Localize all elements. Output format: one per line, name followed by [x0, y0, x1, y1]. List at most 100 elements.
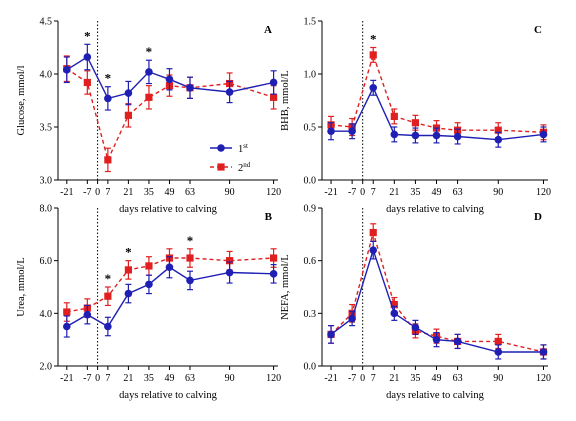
x-tick-label: -7: [83, 187, 91, 198]
x-tick-label: 0: [360, 373, 365, 384]
x-tick-label: 49: [164, 187, 174, 198]
data-point: [453, 337, 462, 346]
data-point: [411, 119, 420, 127]
x-tick-label: 7: [371, 373, 376, 384]
data-point: [63, 65, 71, 74]
x-tick-label: -7: [348, 373, 356, 384]
significance-star: *: [146, 44, 153, 59]
panel-letter: A: [264, 24, 272, 36]
data-point: [369, 51, 377, 59]
data-point: [269, 78, 278, 87]
x-tick-label: -7: [348, 187, 356, 198]
panel-a: 3.0 3.5 4.0 4.5 -21 -7 0 7 21 35 49 63 90 120 days rel…: [16, 17, 281, 216]
series-1st: [327, 79, 548, 148]
x-tick-label: 120: [536, 373, 551, 384]
y-tick-label: 1.5: [304, 17, 317, 28]
data-point: [225, 88, 234, 96]
x-tick-label: 49: [432, 187, 442, 198]
data-point: [539, 130, 548, 139]
x-tick-label: 35: [410, 187, 420, 198]
data-point: [145, 93, 153, 101]
data-point: [270, 93, 278, 101]
data-point: [453, 132, 462, 141]
panel-letter: B: [265, 211, 273, 223]
y-tick-label: 4.0: [40, 70, 53, 81]
data-point: [369, 246, 378, 254]
significance-star: *: [84, 28, 91, 43]
legend-label-2nd: 2nd: [238, 161, 251, 174]
x-axis-label: days relative to calving: [119, 204, 217, 215]
legend-label-1st: 1st: [238, 142, 248, 155]
data-point: [124, 266, 132, 274]
y-tick-label: 0.6: [304, 256, 317, 267]
data-point: [63, 322, 71, 331]
x-tick-label: 35: [144, 373, 154, 384]
panel-letter: D: [534, 211, 542, 223]
data-point: [124, 289, 133, 298]
x-tick-label: 7: [105, 373, 110, 384]
data-point: [348, 314, 356, 323]
x-tick-label: -21: [324, 373, 337, 384]
y-axis-label: NEFA, mmol/L: [280, 254, 291, 320]
data-point: [83, 310, 92, 319]
data-point: [145, 280, 153, 289]
x-tick-label: 90: [493, 187, 503, 198]
x-tick-label: 120: [266, 187, 281, 198]
data-point: [186, 276, 194, 285]
data-point: [145, 68, 153, 76]
data-point: [390, 309, 399, 318]
panel-d: 0.0 0.3 0.6 0.9 -21 -7 0 7 21 35 49 63 90 120 days rel…: [280, 204, 551, 402]
x-tick-label: 35: [144, 187, 154, 198]
significance-star: *: [187, 233, 194, 248]
x-tick-label: -21: [324, 187, 337, 198]
data-point: [411, 323, 420, 332]
x-tick-label: 35: [410, 373, 420, 384]
data-point: [186, 83, 194, 92]
data-point: [165, 263, 174, 272]
x-tick-label: 120: [536, 187, 551, 198]
data-point: [165, 75, 174, 84]
data-point: [494, 135, 503, 144]
data-point: [432, 131, 441, 140]
y-tick-label: 0.0: [304, 362, 317, 373]
y-tick-label: 0.9: [304, 204, 317, 215]
series-line: [66, 68, 274, 162]
x-tick-label: 120: [266, 373, 281, 384]
data-point: [104, 322, 112, 331]
data-point: [83, 53, 92, 61]
data-point: [104, 94, 112, 103]
significance-star: *: [105, 271, 112, 286]
y-axis-label: Urea, mmol/L: [16, 257, 27, 316]
x-axis-label: days relative to calving: [386, 204, 484, 215]
x-tick-label: 7: [371, 187, 376, 198]
data-point: [390, 130, 399, 139]
data-point: [270, 254, 278, 262]
x-tick-label: -21: [60, 373, 73, 384]
y-axis-label: Glucose, mmol/l: [16, 65, 27, 135]
x-tick-label: 49: [432, 373, 442, 384]
data-point: [494, 126, 502, 134]
x-tick-label: 0: [95, 373, 100, 384]
legend-marker-1st: [217, 144, 225, 152]
data-point: [269, 270, 278, 278]
significance-star: *: [105, 71, 112, 86]
y-tick-label: 1.0: [304, 70, 317, 81]
data-point: [186, 254, 194, 262]
data-point: [327, 330, 335, 339]
x-tick-label: 90: [493, 373, 503, 384]
data-point: [124, 89, 133, 97]
x-axis-label: days relative to calving: [386, 390, 484, 401]
x-axis-label: days relative to calving: [119, 390, 217, 401]
data-point: [369, 228, 377, 237]
data-point: [348, 127, 356, 136]
y-axis-label: BHB, mmol/L: [280, 70, 291, 131]
x-tick-label: 7: [105, 187, 110, 198]
legend-marker-2nd: [217, 163, 225, 171]
series-2nd: [63, 248, 278, 322]
x-tick-label: 49: [164, 373, 174, 384]
x-tick-label: 90: [225, 373, 235, 384]
data-point: [63, 308, 71, 316]
significance-star: *: [370, 32, 377, 47]
